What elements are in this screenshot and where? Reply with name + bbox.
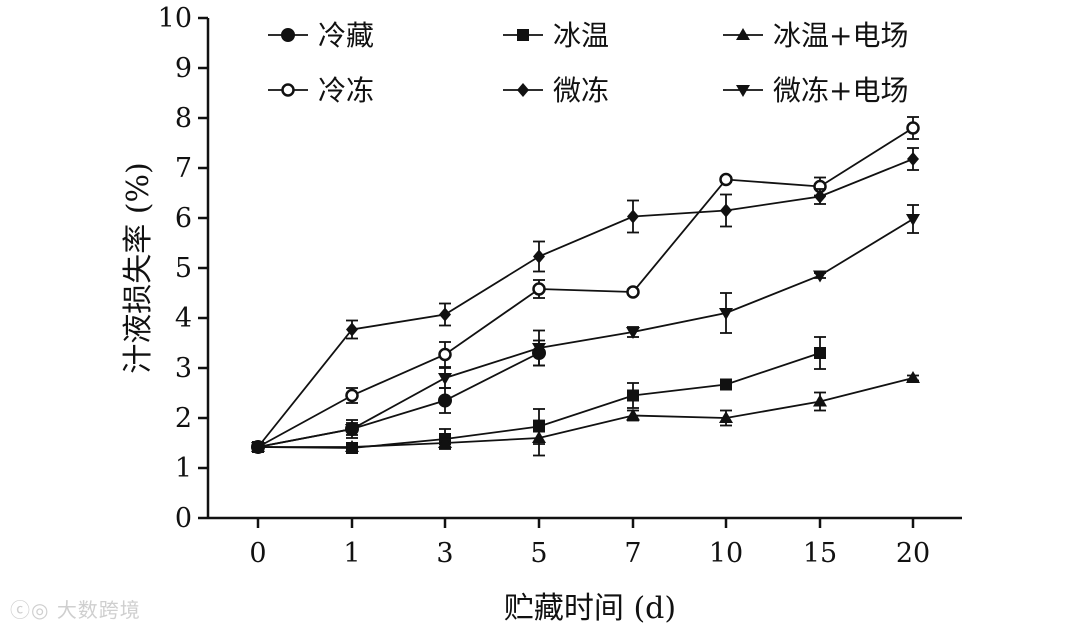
data-point <box>813 270 827 283</box>
data-point <box>719 172 733 187</box>
x-axis-title: 贮藏时间 (d) <box>504 591 676 626</box>
series-3 <box>251 116 920 454</box>
series-2 <box>251 371 920 457</box>
data-point <box>719 411 733 423</box>
data-point <box>345 440 359 452</box>
data-point <box>813 394 827 407</box>
data-point <box>906 371 920 383</box>
data-point <box>720 378 732 391</box>
x-tick-label: 1 <box>343 538 360 569</box>
x-tick-label: 20 <box>896 538 930 569</box>
x-tick-label: 10 <box>709 538 743 569</box>
legend-item-5: 微冻+电场 <box>723 74 908 107</box>
data-point <box>906 121 920 135</box>
x-tick-label: 3 <box>436 538 453 569</box>
data-point <box>532 431 546 443</box>
series-4 <box>252 147 919 454</box>
data-point <box>346 322 358 337</box>
y-axis-ticks: 0 1 2 3 4 5 6 7 8 9 10 <box>158 3 208 534</box>
series-line <box>257 127 914 448</box>
series-0 <box>251 339 546 454</box>
legend-marker <box>517 83 529 97</box>
series-line <box>257 218 914 448</box>
data-point <box>627 209 639 224</box>
series-5 <box>251 204 920 454</box>
data-point <box>533 249 545 264</box>
legend-item-0: 冷藏 <box>268 19 374 52</box>
y-tick-label: 4 <box>175 303 192 334</box>
data-point <box>439 307 451 322</box>
series-layer <box>251 116 920 457</box>
y-axis-title: 汁液损失率 (%) <box>121 162 156 373</box>
data-point <box>251 442 265 454</box>
x-axis-ticks: 0 1 3 5 7 10 15 20 <box>249 518 930 569</box>
data-point <box>907 152 919 166</box>
x-tick-label: 0 <box>249 538 266 569</box>
y-tick-label: 10 <box>158 3 192 34</box>
data-point <box>438 393 452 408</box>
data-point <box>345 388 359 403</box>
legend-label: 冷藏 <box>318 19 374 52</box>
data-point <box>532 282 546 296</box>
legend-item-4: 微冻 <box>503 74 609 107</box>
data-point <box>814 189 826 204</box>
data-point <box>626 408 640 421</box>
legend-item-3: 冷冻 <box>268 74 374 107</box>
legend-label: 冰温+电场 <box>773 19 908 52</box>
data-point <box>626 285 640 299</box>
data-point <box>720 203 732 218</box>
legend-item-1: 冰温 <box>503 19 609 52</box>
data-point <box>345 424 359 436</box>
data-point <box>438 373 452 385</box>
y-tick-label: 8 <box>175 103 192 134</box>
series-line <box>257 158 914 448</box>
legend-marker <box>281 83 295 97</box>
y-tick-label: 5 <box>175 253 192 284</box>
y-tick-label: 9 <box>175 53 192 84</box>
y-tick-label: 2 <box>175 403 192 434</box>
x-tick-label: 5 <box>530 538 547 569</box>
data-point <box>906 214 920 226</box>
legend-item-2: 冰温+电场 <box>723 19 908 52</box>
x-tick-label: 15 <box>803 538 837 569</box>
legend-marker <box>281 28 295 42</box>
legend-label: 冰温 <box>553 19 609 52</box>
y-tick-label: 3 <box>175 353 192 384</box>
legend-marker <box>517 29 529 41</box>
legend-marker <box>736 28 750 40</box>
data-point <box>719 308 733 320</box>
legend-label: 微冻 <box>553 74 609 107</box>
watermark-text: ⓒ◎ 大数跨境 <box>10 598 141 622</box>
data-point <box>814 347 826 359</box>
y-tick-label: 1 <box>175 453 192 484</box>
data-point <box>627 389 639 402</box>
legend-label: 冷冻 <box>318 74 374 107</box>
y-tick-label: 6 <box>175 203 192 234</box>
data-point <box>438 436 452 448</box>
y-tick-label: 7 <box>175 153 192 184</box>
series-line <box>258 377 914 448</box>
legend-marker <box>736 85 750 97</box>
x-tick-label: 7 <box>624 538 641 569</box>
data-point <box>532 343 546 355</box>
legend-label: 微冻+电场 <box>773 74 908 107</box>
data-point <box>626 327 640 339</box>
y-tick-label: 0 <box>175 503 192 534</box>
data-point <box>438 347 452 362</box>
